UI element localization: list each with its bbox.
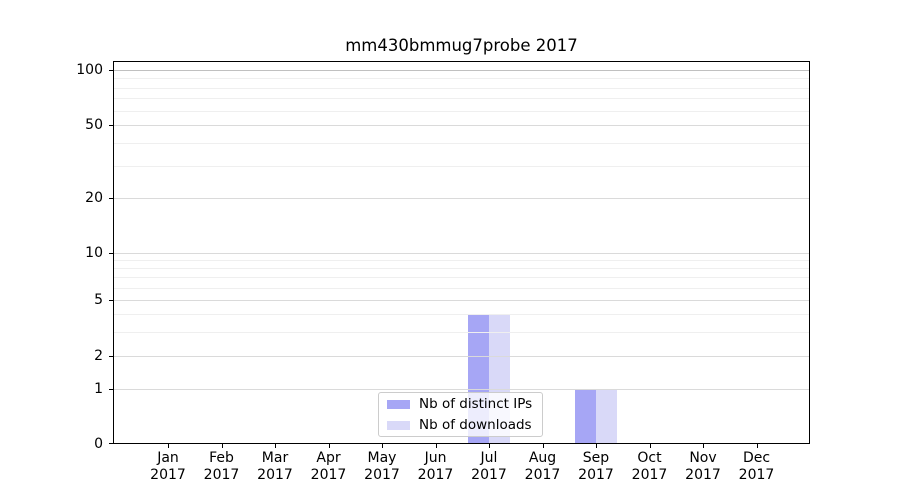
bar-distinct-ips-sep bbox=[574, 389, 596, 443]
y-tick-20 bbox=[109, 197, 113, 199]
minor-gridline-6 bbox=[114, 287, 809, 289]
y-tick-label-20: 20 bbox=[85, 190, 103, 206]
major-gridline-10 bbox=[114, 253, 809, 254]
x-tick-dec bbox=[756, 444, 758, 448]
x-tick-label-jan: Jan 2017 bbox=[150, 450, 186, 483]
major-gridline-5 bbox=[114, 300, 809, 301]
legend-swatch-downloads bbox=[387, 420, 410, 430]
x-tick-label-sep: Sep 2017 bbox=[578, 450, 614, 483]
bar-downloads-sep bbox=[596, 389, 618, 443]
minor-gridline-30 bbox=[114, 165, 809, 167]
x-tick-jun bbox=[435, 444, 437, 448]
legend-swatch-distinct-ips bbox=[387, 399, 410, 409]
x-tick-label-aug: Aug 2017 bbox=[524, 450, 561, 483]
minor-gridline-80 bbox=[114, 87, 809, 89]
y-tick-5 bbox=[109, 299, 113, 301]
legend-label-distinct-ips: Nb of distinct IPs bbox=[419, 396, 533, 412]
minor-gridline-4 bbox=[114, 314, 809, 315]
x-tick-feb bbox=[221, 444, 223, 448]
minor-gridline-7 bbox=[114, 277, 809, 279]
x-tick-label-feb: Feb 2017 bbox=[203, 450, 240, 483]
x-tick-label-jul: Jul 2017 bbox=[471, 450, 507, 483]
y-tick-100 bbox=[109, 69, 113, 71]
legend-item-distinct-ips: Nb of distinct IPs bbox=[387, 396, 534, 412]
x-tick-apr bbox=[328, 444, 330, 448]
x-tick-label-may: May 2017 bbox=[364, 450, 400, 483]
minor-gridline-3 bbox=[114, 332, 809, 333]
x-tick-mar bbox=[275, 444, 276, 448]
x-tick-aug bbox=[542, 444, 544, 448]
x-tick-label-nov: Nov 2017 bbox=[685, 450, 721, 483]
minor-gridline-90 bbox=[114, 78, 809, 80]
x-tick-label-oct: Oct 2017 bbox=[631, 450, 668, 483]
x-tick-nov bbox=[703, 444, 704, 448]
minor-gridline-70 bbox=[114, 98, 809, 100]
grid-layer bbox=[114, 62, 809, 443]
x-tick-jul bbox=[489, 444, 490, 448]
minor-gridline-8 bbox=[114, 268, 809, 270]
plot-area bbox=[113, 61, 810, 444]
y-tick-label-5: 5 bbox=[94, 292, 103, 308]
y-tick-label-10: 10 bbox=[85, 245, 103, 261]
y-tick-label-1: 1 bbox=[94, 381, 103, 397]
y-tick-label-50: 50 bbox=[85, 117, 103, 133]
x-tick-label-dec: Dec 2017 bbox=[738, 450, 775, 483]
x-tick-label-jun: Jun 2017 bbox=[417, 450, 454, 483]
legend-label-downloads: Nb of downloads bbox=[419, 417, 532, 433]
x-tick-sep bbox=[596, 444, 597, 448]
x-tick-may bbox=[382, 444, 383, 448]
y-tick-2 bbox=[109, 355, 113, 357]
minor-gridline-60 bbox=[114, 110, 809, 112]
x-tick-jan bbox=[168, 444, 169, 448]
major-gridline-100 bbox=[114, 70, 809, 71]
x-tick-label-apr: Apr 2017 bbox=[310, 450, 347, 483]
major-gridline-50 bbox=[114, 125, 809, 126]
x-tick-oct bbox=[649, 444, 651, 448]
legend: Nb of distinct IPs Nb of downloads bbox=[378, 392, 543, 437]
y-tick-1 bbox=[109, 388, 113, 390]
legend-item-downloads: Nb of downloads bbox=[387, 417, 534, 433]
y-tick-label-100: 100 bbox=[76, 62, 103, 78]
chart-title: mm430bmmug7probe 2017 bbox=[345, 36, 578, 55]
minor-gridline-40 bbox=[114, 142, 809, 144]
x-tick-label-mar: Mar 2017 bbox=[257, 450, 293, 483]
y-tick-label-2: 2 bbox=[94, 348, 103, 364]
major-gridline-1 bbox=[114, 389, 809, 390]
y-tick-10 bbox=[109, 252, 113, 254]
minor-gridline-9 bbox=[114, 260, 809, 262]
major-gridline-20 bbox=[114, 198, 809, 199]
y-tick-0 bbox=[109, 443, 113, 444]
y-tick-50 bbox=[109, 124, 113, 126]
major-gridline-2 bbox=[114, 356, 809, 357]
y-tick-label-0: 0 bbox=[94, 435, 103, 452]
